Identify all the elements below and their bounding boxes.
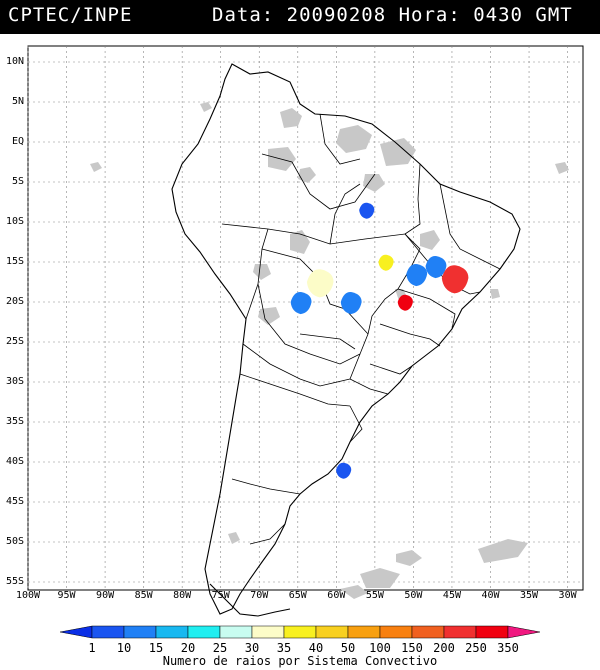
lon-label: 65W — [288, 590, 307, 601]
organization-label: CPTEC/INPE — [8, 4, 133, 26]
colorbar-segment — [187, 625, 221, 639]
lat-label: 25S — [5, 336, 24, 347]
lon-label: 40W — [481, 590, 500, 601]
lat-label: 20S — [5, 296, 24, 307]
lon-label: 60W — [327, 590, 346, 601]
lat-label: 30S — [5, 376, 24, 387]
lon-label: 100W — [15, 590, 41, 601]
colorbar-tick-label: 40 — [308, 641, 324, 655]
lat-label: 45S — [5, 496, 24, 507]
convective-system-10 — [340, 292, 362, 315]
lon-label: 55W — [365, 590, 384, 601]
convective-system-35 — [378, 254, 394, 271]
convective-system-1 — [359, 202, 375, 219]
convective-system-1 — [336, 462, 352, 479]
colorbar-segment — [219, 625, 253, 639]
colorbar-segment — [251, 625, 285, 639]
convective-system-250 — [397, 294, 413, 311]
colorbar-segment — [411, 625, 445, 639]
colorbar-tick-label: 350 — [497, 641, 519, 655]
legend-caption: Numero de raios por Sistema Convectivo — [162, 654, 438, 668]
colorbar-segment — [379, 625, 413, 639]
convective-systems — [290, 202, 469, 479]
colorbar-segment — [475, 625, 509, 639]
colorbar-segment — [507, 625, 541, 639]
colorbar-tick-label: 100 — [369, 641, 391, 655]
datetime-label: Data: 20090208 Hora: 0430 GMT — [212, 4, 573, 26]
colorbar-tick-label: 200 — [433, 641, 455, 655]
colorbar-tick-label: 15 — [148, 641, 164, 655]
colorbar-segment — [283, 625, 317, 639]
title-bar: CPTEC/INPE Data: 20090208 Hora: 0430 GMT — [0, 0, 600, 34]
lon-label: 30W — [558, 590, 577, 601]
lat-label: 40S — [5, 456, 24, 467]
lat-label: 10S — [5, 216, 24, 227]
lon-label: 80W — [173, 590, 192, 601]
lat-label: EQ — [11, 136, 24, 147]
colorbar-segment — [315, 625, 349, 639]
colorbar-segment — [347, 625, 381, 639]
lon-label: 90W — [96, 590, 115, 601]
colorbar-tick-label: 150 — [401, 641, 423, 655]
convective-system-10 — [425, 256, 447, 279]
colorbar-tick-label: 20 — [180, 641, 196, 655]
colorbar-tick-label: 10 — [116, 641, 132, 655]
map-area — [0, 34, 600, 628]
convective-system-30 — [306, 269, 334, 298]
lat-label: 15S — [5, 256, 24, 267]
colorbar-segment — [59, 625, 93, 639]
convective-system-200 — [441, 265, 469, 294]
lat-label: 5N — [11, 96, 24, 107]
lat-label: 5S — [11, 176, 24, 187]
colorbar-tick-label: 50 — [340, 641, 356, 655]
convective-system-10 — [290, 292, 312, 315]
lon-label: 45W — [442, 590, 461, 601]
colorbar-segment — [443, 625, 477, 639]
lon-label: 75W — [211, 590, 230, 601]
colorbar-tick-label: 30 — [244, 641, 260, 655]
lon-label: 35W — [520, 590, 539, 601]
lon-label: 50W — [404, 590, 423, 601]
lon-label: 85W — [134, 590, 153, 601]
map-frame — [27, 45, 584, 591]
colorbar-tick-label: 1 — [88, 641, 96, 655]
colorbar-segment — [91, 625, 125, 639]
map-canvas — [27, 45, 584, 617]
colorbar-tick-label: 25 — [212, 641, 228, 655]
lat-label: 55S — [5, 576, 24, 587]
colorbar-tick-label: 250 — [465, 641, 487, 655]
colorbar-segment — [155, 625, 189, 639]
lat-label: 50S — [5, 536, 24, 547]
lat-label: 35S — [5, 416, 24, 427]
lon-label: 95W — [57, 590, 76, 601]
convective-system-10 — [406, 264, 428, 287]
colorbar — [59, 625, 541, 639]
colorbar-tick-label: 35 — [276, 641, 292, 655]
lon-label: 70W — [250, 590, 269, 601]
lat-label: 10N — [5, 56, 24, 67]
colorbar-segment — [123, 625, 157, 639]
